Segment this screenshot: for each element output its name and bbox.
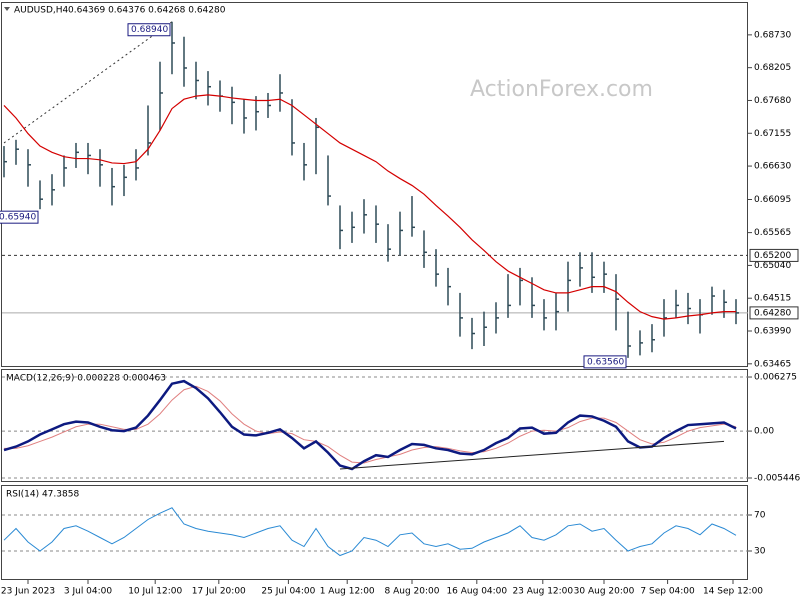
price-annotation: 0.68940: [131, 25, 168, 35]
x-tick-label: 14 Sep 12:00: [703, 587, 763, 597]
price-panel: [1, 2, 748, 367]
x-tick-label: 23 Aug 12:00: [512, 587, 573, 597]
rsi-title: RSI(14) 47.3858: [6, 490, 79, 500]
menu-icon: [4, 7, 10, 11]
x-tick-label: 7 Sep 04:00: [640, 587, 695, 597]
x-tick-label: 3 Jul 04:00: [64, 587, 113, 597]
y-tick-label: 0.68205: [754, 63, 791, 73]
rsi-panel: [1, 485, 748, 580]
y-tick-label: 0.65565: [754, 228, 791, 238]
level-label: 0.65200: [754, 251, 791, 261]
price-annotation-box: [583, 355, 627, 369]
y-tick-label: 30: [754, 547, 766, 557]
y-tick-label: 70: [754, 510, 766, 520]
macd-line: [3, 379, 737, 471]
header-values: 0.64369 0.64376 0.64268 0.64280: [68, 6, 226, 16]
moving-average: [3, 94, 736, 320]
price-annotation: 0.63560: [587, 357, 624, 367]
y-tick-label: 0.68730: [754, 30, 791, 40]
level-label-box: [749, 306, 799, 320]
y-tick-label: 0.64515: [754, 294, 791, 304]
y-tick-label: 0.00: [754, 427, 774, 437]
macd-title: MACD(12,26,9) 0.000228 0.000463: [6, 374, 166, 384]
y-tick-label: 0.66095: [754, 195, 791, 205]
price-annotation-box: [127, 23, 171, 37]
x-tick-label: 8 Aug 20:00: [385, 587, 440, 597]
x-tick-label: 23 Jun 2023: [1, 587, 55, 597]
x-tick-label: 30 Aug 20:00: [574, 587, 635, 597]
y-tick-label: 0.65040: [754, 261, 791, 271]
x-tick-label: 25 Jul 04:00: [261, 587, 315, 597]
trend-line: [339, 440, 725, 470]
level-label-box: [749, 248, 799, 262]
x-tick-label: 1 Aug 12:00: [320, 587, 375, 597]
y-tick-label: 0.66630: [754, 162, 791, 172]
x-tick-label: 16 Aug 04:00: [446, 587, 507, 597]
price-annotation: 0.65940: [0, 213, 36, 223]
macd-panel: [1, 369, 748, 482]
y-tick-label: 0.67155: [754, 129, 791, 139]
y-tick-label: -0.005446: [754, 474, 800, 484]
price-annotation-box: [0, 210, 39, 224]
symbol: AUDUSD,H4: [14, 6, 69, 16]
y-tick-label: 0.63990: [754, 327, 791, 337]
watermark: ActionForex.com: [470, 77, 653, 102]
y-tick-label: 0.67680: [754, 96, 791, 106]
y-tick-label: 0.006275: [754, 373, 797, 383]
rsi-line: [3, 507, 737, 557]
x-tick-label: 17 Jul 20:00: [192, 587, 246, 597]
x-tick-label: 10 Jul 12:00: [128, 587, 182, 597]
y-tick-label: 0.63465: [754, 359, 791, 369]
level-label: 0.64280: [754, 308, 791, 318]
